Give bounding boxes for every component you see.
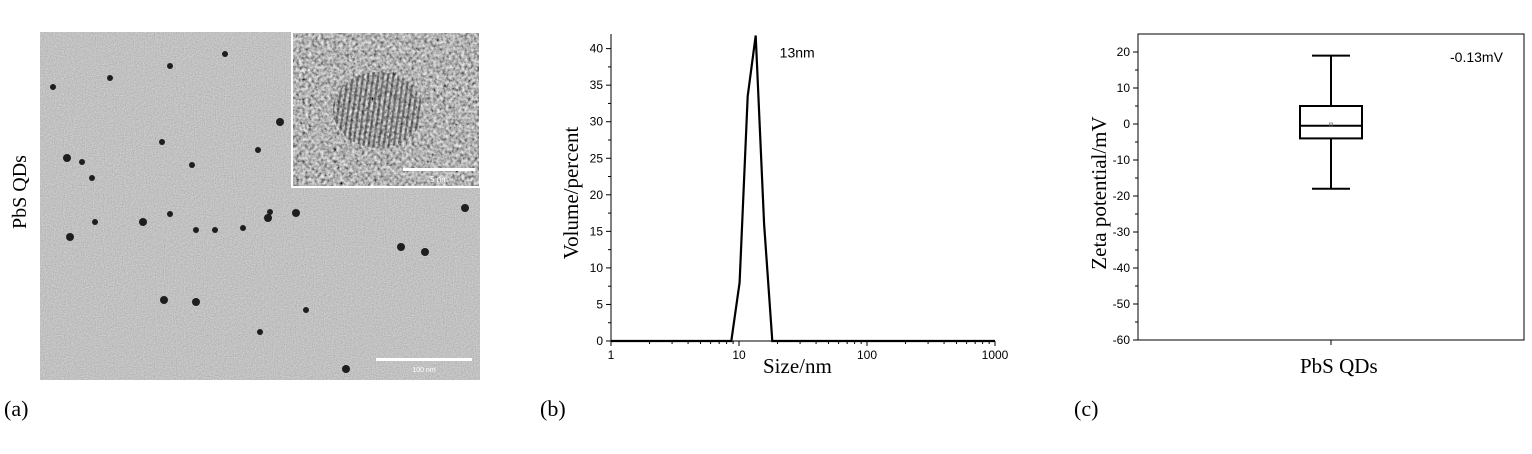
nanoparticle [89, 175, 95, 181]
nanoparticle [159, 139, 165, 145]
nanoparticle [139, 218, 147, 226]
nanoparticle [292, 209, 300, 217]
y-tick-label: 5 [596, 297, 603, 311]
nanoparticle [461, 204, 469, 212]
y-tick-label: -30 [1113, 225, 1131, 239]
panel-a-side-label: PbS QDs [9, 155, 31, 229]
main-scale-bar [376, 358, 472, 361]
chart-c-xlabel: PbS QDs [1300, 354, 1378, 378]
y-tick-label: -50 [1113, 297, 1131, 311]
nanoparticle [92, 219, 98, 225]
y-tick-label: -60 [1113, 333, 1131, 347]
zeta-potential-chart: -60 -50 -40 -30 -20 -10 0 10 20 -0.13mV [1113, 33, 1525, 347]
nanoparticle [267, 209, 273, 215]
nanoparticle [397, 243, 405, 251]
nanoparticle [255, 147, 261, 153]
nanoparticle [222, 51, 228, 57]
nanoparticle [264, 214, 272, 222]
nanoparticles [50, 51, 469, 373]
main-scale-label: 100 nm [412, 367, 436, 374]
peak-annotation: 13nm [780, 44, 815, 60]
x-tick-label: 100 [857, 348, 877, 360]
y-tick-label: 10 [590, 261, 604, 275]
nanoparticle [160, 296, 168, 304]
nanoparticle [189, 162, 195, 168]
tem-micrograph: 5 nm 100 nm [40, 32, 480, 380]
y-tick-label: 20 [1117, 45, 1131, 59]
y-tick-label: 10 [1117, 81, 1131, 95]
nanoparticle [79, 159, 85, 165]
y-tick-label: 25 [590, 151, 604, 165]
nanoparticle [107, 75, 113, 81]
zeta-mean-annotation: -0.13mV [1450, 49, 1504, 65]
y-tick-label: 15 [590, 224, 604, 238]
y-tick-label: -10 [1113, 153, 1131, 167]
y-tick-label: 0 [596, 334, 603, 348]
nanoparticle [193, 227, 199, 233]
x-tick-label: 1 [608, 348, 615, 360]
panel-c-label: (c) [1074, 396, 1099, 421]
hrtem-inset: 5 nm [291, 32, 480, 188]
nanoparticle [167, 211, 173, 217]
y-tick-label: 0 [1123, 117, 1130, 131]
chart-b-axes [610, 34, 995, 342]
nanoparticle [50, 84, 56, 90]
inset-scale-bar [403, 168, 475, 171]
nanoparticle [257, 329, 263, 335]
size-distribution-chart: 0 5 10 15 20 25 30 35 40 1 10 100 1000 13nm [590, 34, 1009, 360]
zeta-box-plot [1299, 54, 1363, 190]
nanoparticle [240, 225, 246, 231]
y-tick-label: -20 [1113, 189, 1131, 203]
iqr-box [1299, 105, 1363, 140]
nanoparticle [276, 118, 284, 126]
x-tick-label: 1000 [982, 348, 1009, 360]
nanoparticle [342, 365, 350, 373]
nanoparticle [212, 227, 218, 233]
size-distribution-series [611, 35, 995, 343]
y-tick-label: -40 [1113, 261, 1131, 275]
panel-a-label: (a) [4, 396, 29, 421]
y-tick-label: 40 [590, 42, 604, 56]
mean-marker [1329, 122, 1333, 127]
panel-b-label: (b) [540, 396, 566, 421]
nanoparticle [167, 63, 173, 69]
nanoparticle [63, 154, 71, 162]
chart-b-xlabel: Size/nm [763, 354, 832, 378]
nanoparticle [192, 298, 200, 306]
y-tick-label: 20 [590, 188, 604, 202]
inset-scale-label: 5 nm [430, 175, 448, 184]
x-tick-label: 10 [732, 348, 746, 360]
y-tick-label: 35 [590, 78, 604, 92]
y-tick-label: 30 [590, 115, 604, 129]
nanoparticle [303, 307, 309, 313]
nanoparticle [66, 233, 74, 241]
nanoparticle [421, 248, 429, 256]
